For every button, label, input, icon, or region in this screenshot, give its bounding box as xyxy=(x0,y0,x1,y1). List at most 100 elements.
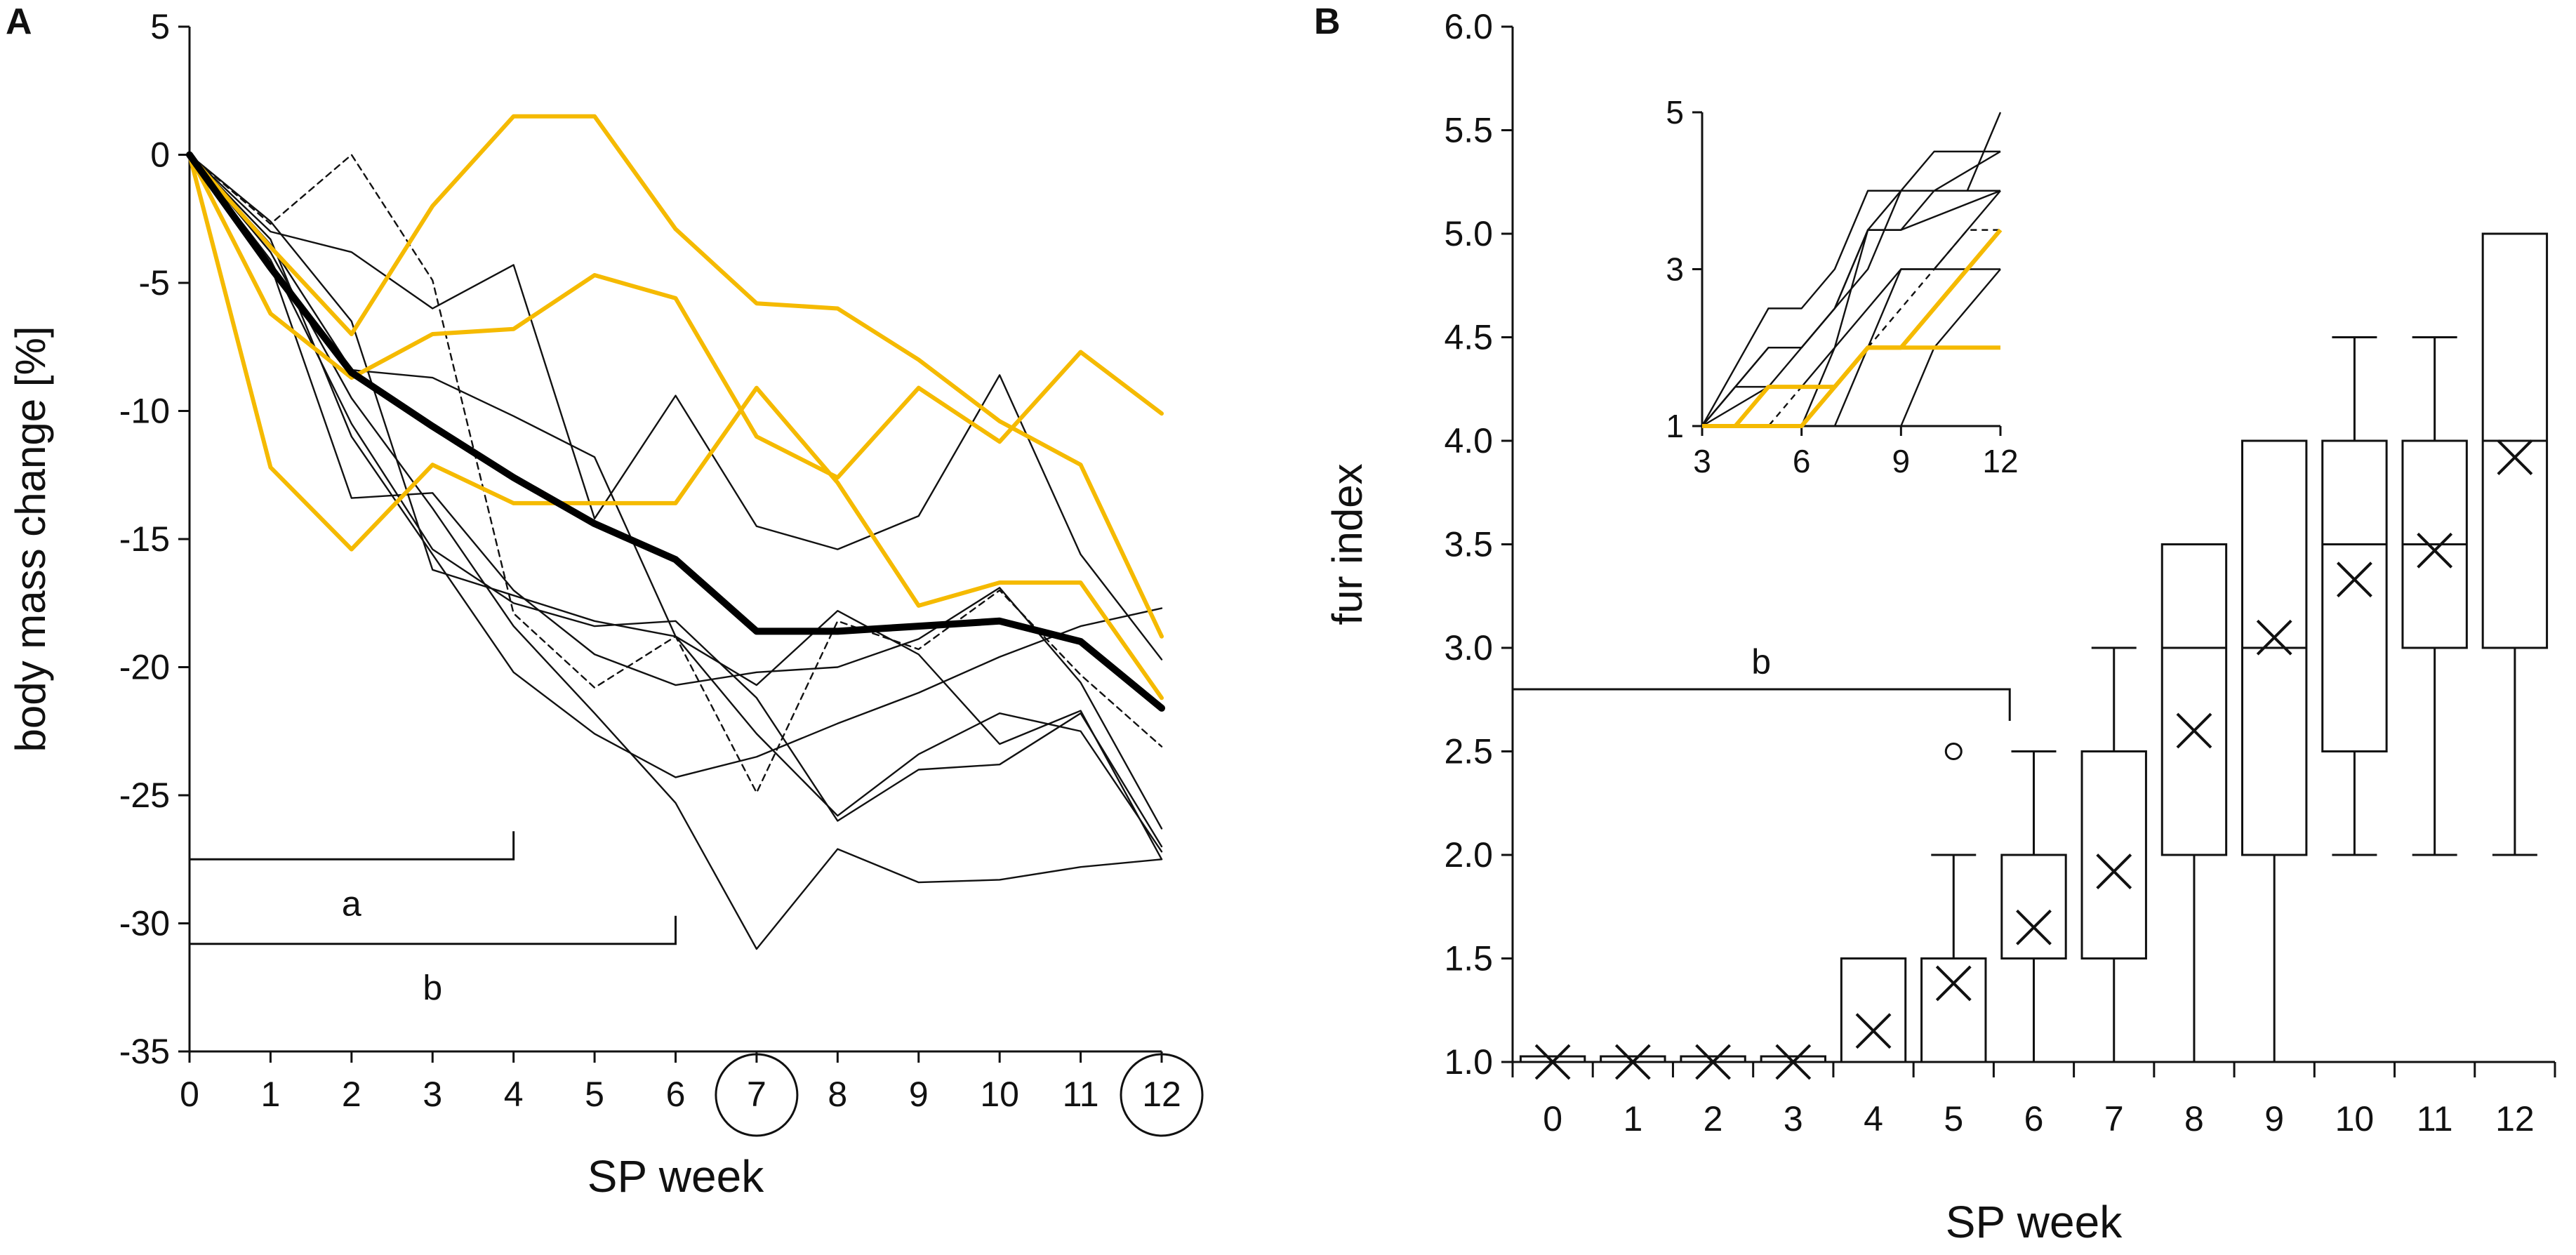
panel-a-series-dashed xyxy=(188,154,1163,794)
panel-b-y-tick-label: 4.5 xyxy=(1444,318,1493,357)
panel-a-series-black-7 xyxy=(188,154,1163,778)
panel-a-x-tick-label: 5 xyxy=(585,1075,604,1114)
panel-a-x-tick-label: 6 xyxy=(666,1075,686,1114)
panel-a-bracket-label: a xyxy=(342,884,361,923)
panel-a-series-yellow-3 xyxy=(187,152,1164,700)
panel-b-y-tick-label: 5.5 xyxy=(1444,111,1493,150)
panel-a-y-tick-label: -25 xyxy=(119,776,170,815)
panel-a-y-tick-label: -35 xyxy=(119,1032,170,1071)
panel-a-y-tick-label: -20 xyxy=(119,648,170,687)
panel-a-label: A xyxy=(6,1,32,42)
panel-b-mean-marker xyxy=(1855,1013,1892,1049)
panel-a-series-black-6 xyxy=(188,154,1163,848)
panel-b-x-tick-label: 2 xyxy=(1704,1099,1723,1138)
panel-b-box xyxy=(2321,439,2388,752)
panel-a-y-tick-label: -15 xyxy=(119,519,170,559)
panel-b-mean-marker xyxy=(2417,532,2453,569)
inset-x-tick-label: 6 xyxy=(1793,443,1811,479)
panel-a-x-axis-title: SP week xyxy=(587,1151,764,1202)
panel-b-x-tick-label: 6 xyxy=(2024,1099,2044,1138)
panel-b-mean-marker xyxy=(2497,439,2533,476)
panel-b-x-tick-label: 10 xyxy=(2335,1099,2375,1138)
panel-b-y-tick-label: 2.0 xyxy=(1444,835,1493,875)
panel-a-series-black-4 xyxy=(188,154,1163,830)
panel-b-y-tick-label: 2.5 xyxy=(1444,732,1493,771)
panel-a-x-tick-label: 2 xyxy=(342,1075,361,1114)
panel-b-x-tick-label: 1 xyxy=(1623,1099,1642,1138)
panel-b-y-tick-label: 1.5 xyxy=(1444,939,1493,978)
panel-b-y-tick-label: 5.0 xyxy=(1444,214,1493,253)
panel-b-x-tick-label: 4 xyxy=(1864,1099,1883,1138)
panel-b-mean-marker xyxy=(2337,562,2372,598)
panel-a-significance-bracket xyxy=(188,831,515,861)
panel-a-x-tick-label: 12 xyxy=(1142,1075,1181,1114)
panel-b-box xyxy=(2000,854,2067,959)
panel-a-y-tick-label: -5 xyxy=(139,263,170,303)
panel-a-y-tick-label: 5 xyxy=(150,7,170,46)
inset-series-i-yellow-3 xyxy=(1702,228,2003,428)
panel-a-x-tick-label: 8 xyxy=(828,1075,847,1114)
inset-series-i-black-1 xyxy=(1701,190,2000,427)
panel-a-y-tick-label: 0 xyxy=(150,135,170,175)
panel-b-y-axis-title: fur index xyxy=(1324,463,1371,625)
panel-a-y-tick-label: -30 xyxy=(119,904,170,943)
panel-a-y-tick-label: -10 xyxy=(119,392,170,431)
panel-b-mean-marker xyxy=(2176,712,2212,749)
panel-b-x-tick-label: 12 xyxy=(2495,1099,2535,1138)
inset-series-i-black-5 xyxy=(1701,190,2001,427)
inset-series-i-black-8 xyxy=(1702,268,2001,427)
panel-b-y-tick-label: 3.5 xyxy=(1444,525,1493,564)
panel-b-mean-marker xyxy=(2256,619,2292,656)
panel-b-x-tick-label: 0 xyxy=(1543,1099,1562,1138)
panel-b-significance-bracket xyxy=(1511,688,2011,721)
panel-a-x-tick-label: 11 xyxy=(1063,1075,1099,1114)
panel-b-box xyxy=(2160,543,2228,856)
panel-b-x-tick-label: 3 xyxy=(1784,1099,1803,1138)
panel-b-mean-marker xyxy=(1534,1044,1571,1080)
panel-a-series-yellow-2 xyxy=(187,152,1164,480)
panel-b-y-tick-label: 3.0 xyxy=(1444,628,1493,668)
panel-a-series-black-3 xyxy=(188,154,1163,950)
inset-y-tick-label: 5 xyxy=(1666,94,1684,131)
inset-series-i-black-4 xyxy=(1701,150,2001,427)
panel-b-chart: 1.01.52.02.53.03.54.04.55.05.56.00 1 2 3 4 5 6… xyxy=(1324,7,2556,1247)
panel-b-mean-marker xyxy=(2016,909,2052,945)
panel-b-box xyxy=(1840,957,1907,1063)
panel-a-bracket-label: b xyxy=(423,969,442,1008)
panel-a-highlight-circle xyxy=(1120,1053,1204,1137)
panel-b-x-tick-label: 5 xyxy=(1944,1099,1963,1138)
inset-y-tick-label: 3 xyxy=(1666,251,1684,288)
panel-a-x-tick-label: 7 xyxy=(747,1075,766,1114)
panel-a-x-tick-label: 3 xyxy=(423,1075,442,1114)
inset-series-i-black-6 xyxy=(1702,190,2001,427)
panel-b-mean-marker xyxy=(1935,965,1972,1002)
panel-b-x-tick-label: 8 xyxy=(2184,1099,2204,1138)
panel-a-significance-bracket xyxy=(188,915,677,945)
panel-a-x-tick-label: 10 xyxy=(980,1075,1019,1114)
panel-b-box xyxy=(2080,750,2147,959)
panel-b-bracket-label: b xyxy=(1751,642,1771,682)
panel-b-label: B xyxy=(1314,1,1341,42)
panel-b-mean-marker xyxy=(1614,1044,1651,1080)
panel-b-y-tick-label: 1.0 xyxy=(1444,1042,1493,1082)
panel-b-mean-marker xyxy=(1775,1044,1812,1080)
panel-b-x-tick-label: 11 xyxy=(2417,1099,2453,1138)
inset-y-tick-label: 1 xyxy=(1666,408,1684,444)
panel-a-series-mean xyxy=(186,151,1165,712)
panel-a-series-black-1 xyxy=(188,154,1163,660)
panel-b-y-tick-label: 4.0 xyxy=(1444,421,1493,460)
panel-a-x-tick-label: 9 xyxy=(909,1075,929,1114)
panel-a-highlight-circle xyxy=(715,1053,799,1137)
panel-a-x-tick-label: 4 xyxy=(504,1075,524,1114)
panel-a-y-axis-title: body mass change [%] xyxy=(7,326,54,752)
panel-b-y-tick-label: 6.0 xyxy=(1444,7,1493,46)
panel-a-chart: 50-5-10-15-20-25-30-350 1 2 3 4 5 6 7 8 9 10 11 12bo… xyxy=(7,7,1204,1202)
inset-x-tick-label: 3 xyxy=(1693,443,1711,479)
panel-b-x-tick-label: 9 xyxy=(2264,1099,2284,1138)
panel-b-outlier-point xyxy=(1944,743,1963,760)
panel-a-series-yellow-1 xyxy=(187,114,1164,639)
inset-series-i-dashed xyxy=(1702,229,2000,427)
panel-b-x-axis-title: SP week xyxy=(1946,1197,2123,1247)
